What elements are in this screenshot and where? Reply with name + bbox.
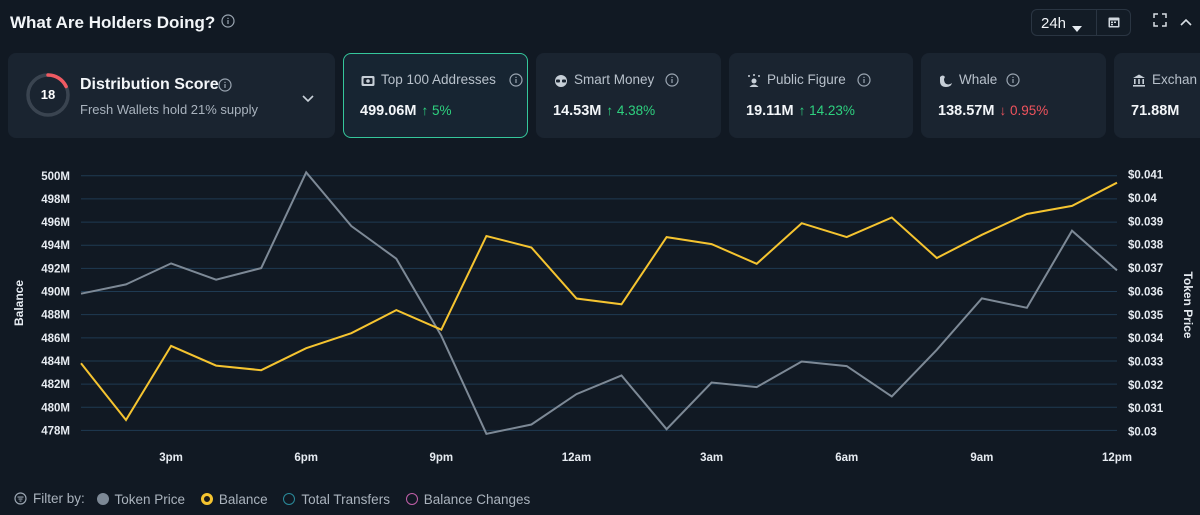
info-icon[interactable] [509, 73, 523, 92]
y-tick-label: 478M [41, 425, 70, 437]
info-icon[interactable] [221, 14, 235, 33]
chevron-down-icon[interactable] [301, 91, 315, 109]
calendar-icon [1108, 17, 1120, 28]
y-tick-label: 500M [41, 171, 70, 183]
info-icon[interactable] [665, 73, 679, 92]
info-icon[interactable] [218, 78, 232, 97]
y2-tick-label: $0.038 [1128, 240, 1164, 252]
legend-dot [200, 493, 213, 505]
card-change: ↑ 5% [421, 103, 452, 118]
y2-tick-label: $0.03 [1128, 426, 1157, 438]
filter-token-price[interactable]: Token Price [96, 492, 185, 507]
card-value: 19.11M [746, 103, 794, 119]
y2-tick-label: $0.034 [1128, 333, 1164, 345]
y-tick-label: 492M [41, 263, 70, 275]
y-tick-label: 496M [41, 217, 70, 229]
y-tick-label: 482M [41, 379, 70, 391]
y2-tick-label: $0.04 [1128, 193, 1157, 205]
wallet-icon [361, 74, 375, 92]
card-public-figure[interactable]: Public Figure 19.11M ↑ 14.23% [729, 53, 913, 138]
whale-icon [939, 74, 953, 92]
period-label: 24h [1041, 15, 1067, 32]
score-gauge [26, 73, 70, 117]
info-icon[interactable] [1006, 73, 1020, 92]
legend-dot [405, 493, 418, 505]
info-icon[interactable] [857, 73, 871, 92]
bank-icon [1132, 74, 1146, 92]
card-label: Whale [959, 72, 998, 87]
fullscreen-icon[interactable] [1152, 12, 1168, 33]
legend-dot [283, 493, 296, 505]
y2-axis-label: Token Price [1181, 271, 1195, 338]
filter-balance-changes[interactable]: Balance Changes [405, 492, 530, 507]
legend-dot [96, 493, 109, 505]
x-tick-label: 6am [835, 452, 858, 464]
y2-tick-label: $0.031 [1128, 403, 1164, 415]
card-label: Top 100 Addresses [381, 72, 496, 87]
card-value: 14.53M [553, 103, 602, 119]
y-tick-label: 486M [41, 333, 70, 345]
balance-line [80, 181, 1118, 422]
y2-tick-label: $0.037 [1128, 263, 1163, 275]
card-value: 499.06M [360, 103, 417, 119]
distribution-score-card[interactable]: 18 Distribution Score Fresh Wallets hold… [8, 53, 335, 138]
card-value: 71.88M [1131, 103, 1180, 119]
card-top-100-addresses[interactable]: Top 100 Addresses 499.06M ↑ 5% [343, 53, 528, 138]
token-price-line [80, 170, 1118, 435]
y-axis-label: Balance [12, 280, 26, 326]
y-tick-label: 494M [41, 240, 70, 252]
holders-line-chart: 500M 498M 496M 494M 492M 490M 488M 486M 484M 482M… [12, 170, 1195, 464]
card-change: ↑ 4.38% [606, 103, 656, 118]
page-title: What Are Holders Doing? [10, 13, 216, 32]
y-tick-label: 490M [41, 287, 70, 299]
filter-total-transfers[interactable]: Total Transfers [283, 492, 390, 507]
x-tick-label: 6pm [294, 452, 318, 464]
y2-tick-label: $0.033 [1128, 356, 1163, 368]
y2-tick-label: $0.039 [1128, 216, 1163, 228]
card-whale[interactable]: Whale 138.57M ↓ 0.95% [921, 53, 1106, 138]
x-tick-label: 12am [562, 452, 591, 464]
filter-label: Filter by: [14, 491, 85, 506]
y-tick-label: 488M [41, 310, 70, 322]
y-tick-label: 498M [41, 194, 70, 206]
glasses-icon [554, 74, 568, 92]
card-change: ↓ 0.95% [999, 103, 1049, 118]
period-selector[interactable]: 24h [1031, 9, 1131, 36]
y2-tick-label: $0.035 [1128, 310, 1164, 322]
y2-tick-label: $0.041 [1128, 170, 1164, 182]
x-tick-label: 3pm [159, 452, 183, 464]
y2-tick-label: $0.032 [1128, 380, 1163, 392]
distribution-title: Distribution Score [80, 76, 219, 93]
card-smart-money[interactable]: Smart Money 14.53M ↑ 4.38% [536, 53, 721, 138]
y-tick-label: 480M [41, 402, 70, 414]
y2-tick-label: $0.036 [1128, 286, 1163, 298]
card-change: ↑ 14.23% [798, 103, 855, 118]
card-label: Smart Money [574, 72, 655, 87]
x-tick-label: 12pm [1102, 452, 1132, 464]
score-value: 18 [40, 87, 56, 102]
card-exchange[interactable]: Exchan 71.88M [1114, 53, 1200, 138]
card-label: Exchan [1152, 72, 1198, 87]
card-label: Public Figure [767, 72, 846, 87]
x-tick-label: 9am [970, 452, 993, 464]
chevron-up-icon[interactable] [1179, 14, 1193, 32]
calendar-button[interactable] [1096, 10, 1131, 35]
filter-bar: Filter by: Token Price Balance Total Tra… [14, 491, 542, 509]
y-tick-label: 484M [41, 356, 70, 368]
sparkle-person-icon [747, 74, 761, 92]
distribution-subtitle: Fresh Wallets hold 21% supply [80, 102, 258, 117]
x-tick-label: 9pm [430, 452, 454, 464]
caret-down-icon [1072, 19, 1082, 37]
x-tick-label: 3am [700, 452, 723, 464]
filter-icon [14, 492, 27, 505]
filter-balance[interactable]: Balance [200, 492, 268, 507]
card-value: 138.57M [938, 103, 995, 119]
header: What Are Holders Doing? 24h [0, 0, 1200, 46]
